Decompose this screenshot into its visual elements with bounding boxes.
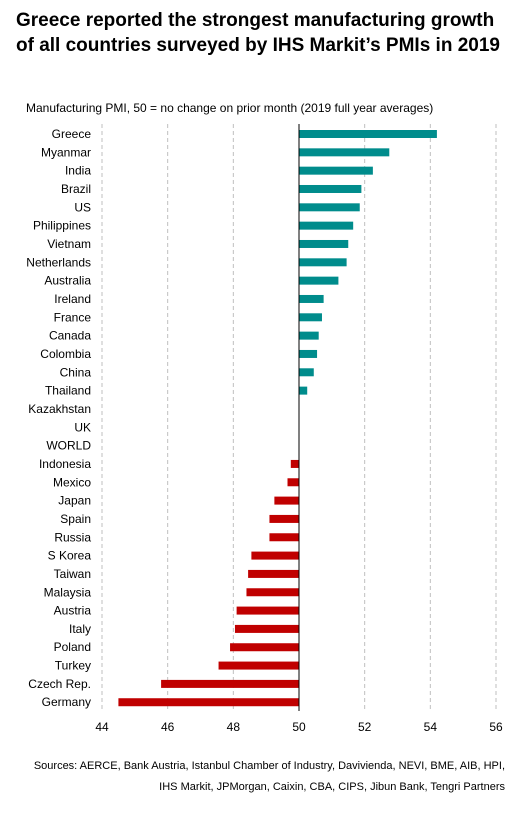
bar: [299, 221, 354, 230]
chart-title: Greece reported the strongest manufactur…: [16, 10, 500, 56]
source-note: Sources: AERCE, Bank Austria, Istanbul C…: [33, 760, 505, 793]
x-tick-label: 54: [424, 720, 438, 734]
category-label: WORLD: [46, 439, 91, 453]
category-label: Greece: [52, 127, 92, 141]
bar-chart: Greece Myanmar India Brazil US Philippines Vie…: [26, 124, 503, 734]
x-tick-label: 46: [161, 720, 175, 734]
bar: [299, 349, 318, 358]
bar: [251, 551, 299, 560]
category-label: Spain: [60, 512, 91, 526]
category-label: Taiwan: [54, 567, 91, 581]
bar: [248, 569, 299, 578]
bar: [299, 239, 349, 248]
category-label: Czech Rep.: [28, 677, 91, 691]
category-label: India: [65, 164, 91, 178]
category-label: Canada: [49, 329, 91, 343]
category-label: Germany: [42, 695, 91, 709]
bar: [161, 679, 299, 688]
category-label: Colombia: [40, 347, 91, 361]
bar: [299, 184, 362, 193]
bar: [299, 294, 324, 303]
bar: [236, 606, 299, 615]
category-label: Poland: [54, 640, 91, 654]
category-label: Malaysia: [44, 585, 92, 599]
category-label: Indonesia: [39, 457, 91, 471]
category-label: Turkey: [55, 659, 91, 673]
bar: [246, 588, 299, 597]
category-label: Austria: [54, 604, 92, 618]
x-tick-label: 44: [95, 720, 109, 734]
x-tick-label: 56: [489, 720, 503, 734]
category-label: Russia: [54, 530, 91, 544]
category-label: Brazil: [61, 182, 91, 196]
bar: [269, 533, 299, 542]
bar: [269, 514, 299, 523]
category-label: Netherlands: [26, 255, 91, 269]
bar: [299, 203, 360, 212]
category-label: Vietnam: [47, 237, 91, 251]
bar: [299, 313, 322, 322]
category-label: S Korea: [48, 549, 92, 563]
bar: [299, 276, 339, 285]
category-label: Thailand: [45, 384, 91, 398]
category-label: UK: [74, 420, 91, 434]
bar: [234, 624, 299, 633]
bar: [287, 478, 299, 487]
category-label: Australia: [44, 274, 91, 288]
bar: [299, 130, 437, 138]
bar: [218, 661, 299, 670]
x-tick-label: 48: [227, 720, 241, 734]
bar: [230, 643, 299, 652]
x-tick-label: 50: [292, 720, 306, 734]
bar: [274, 496, 299, 505]
category-label: US: [74, 200, 91, 214]
category-label: Ireland: [54, 292, 91, 306]
x-tick-label: 52: [358, 720, 372, 734]
category-label: China: [60, 365, 92, 379]
bar: [299, 368, 314, 377]
category-label: Mexico: [53, 475, 91, 489]
bar: [299, 166, 373, 175]
bar: [299, 386, 308, 395]
category-label: France: [54, 310, 92, 324]
bar: [299, 331, 319, 340]
category-label: Philippines: [33, 219, 91, 233]
bar: [290, 459, 299, 468]
category-label: Japan: [58, 494, 91, 508]
category-label: Myanmar: [41, 145, 91, 159]
chart-subtitle: Manufacturing PMI, 50 = no change on pri…: [26, 101, 434, 115]
bar: [299, 148, 390, 157]
category-label: Kazakhstan: [28, 402, 91, 416]
category-label: Italy: [69, 622, 91, 636]
bar: [299, 258, 347, 267]
bar: [118, 698, 300, 707]
